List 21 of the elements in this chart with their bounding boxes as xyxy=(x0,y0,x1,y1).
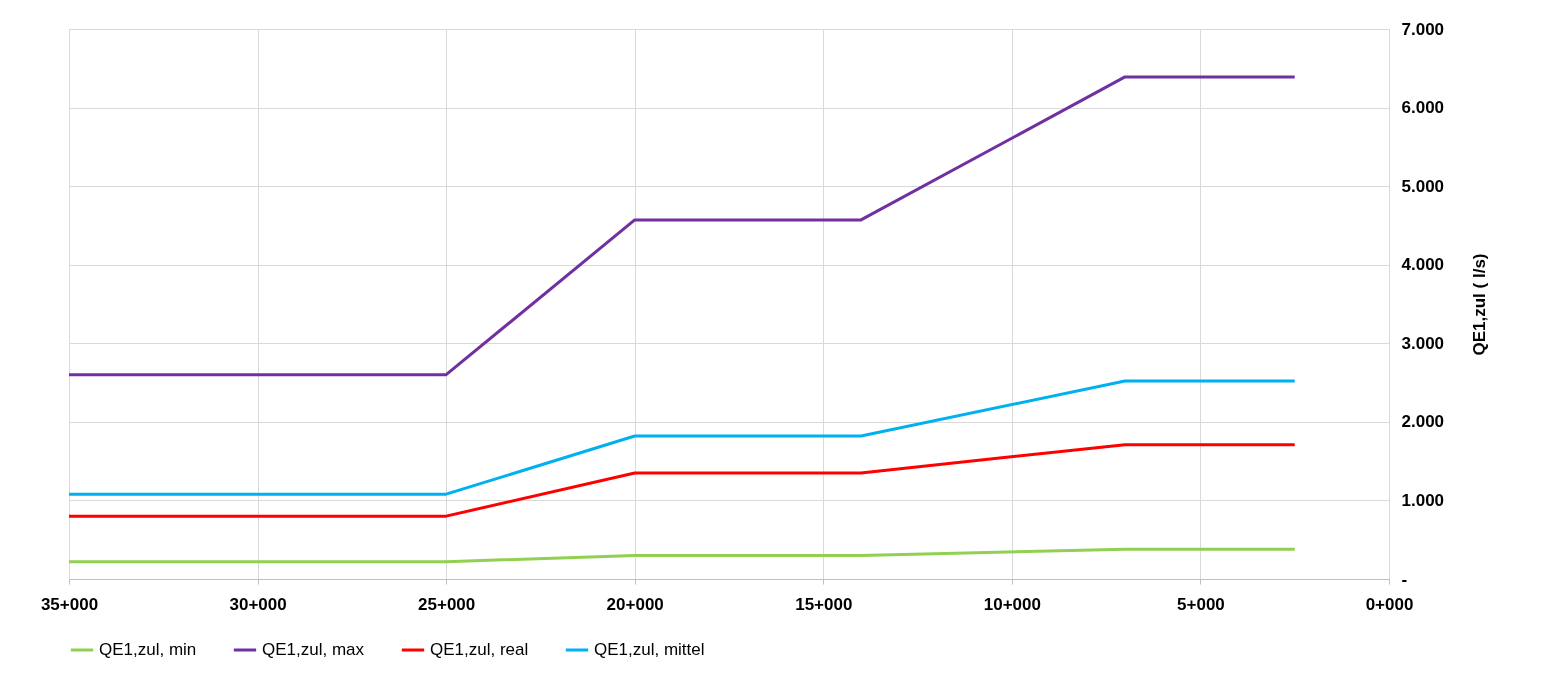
y-tick-label: 5.000 xyxy=(1401,176,1445,196)
y-tick-label: 1.000 xyxy=(1401,490,1445,510)
y-axis-title: QE1,zul ( l/s) xyxy=(1470,253,1490,356)
legend-label: QE1,zul, max xyxy=(262,640,365,659)
x-tick-label: 25+000 xyxy=(418,594,476,614)
y-tick-label: 2.000 xyxy=(1401,412,1445,432)
x-tick-label: 0+000 xyxy=(1365,594,1414,614)
legend-label: QE1,zul, real xyxy=(430,640,529,659)
y-tick-label: 4.000 xyxy=(1401,255,1445,275)
x-tick-label: 10+000 xyxy=(983,594,1041,614)
x-tick-label: 15+000 xyxy=(795,594,853,614)
x-tick-label: 5+000 xyxy=(1177,594,1225,614)
x-tick-label: 30+000 xyxy=(229,594,287,614)
legend-label: QE1,zul, min xyxy=(99,640,197,659)
x-tick-label: 35+000 xyxy=(40,594,99,614)
legend-label: QE1,zul, mittel xyxy=(594,640,705,659)
y-tick-label: 7.000 xyxy=(1401,19,1445,39)
y-tick-label: - xyxy=(1401,569,1408,589)
x-tick-label: 20+000 xyxy=(606,594,664,614)
y-tick-label: 6.000 xyxy=(1401,98,1445,118)
y-tick-label: 3.000 xyxy=(1401,333,1445,353)
